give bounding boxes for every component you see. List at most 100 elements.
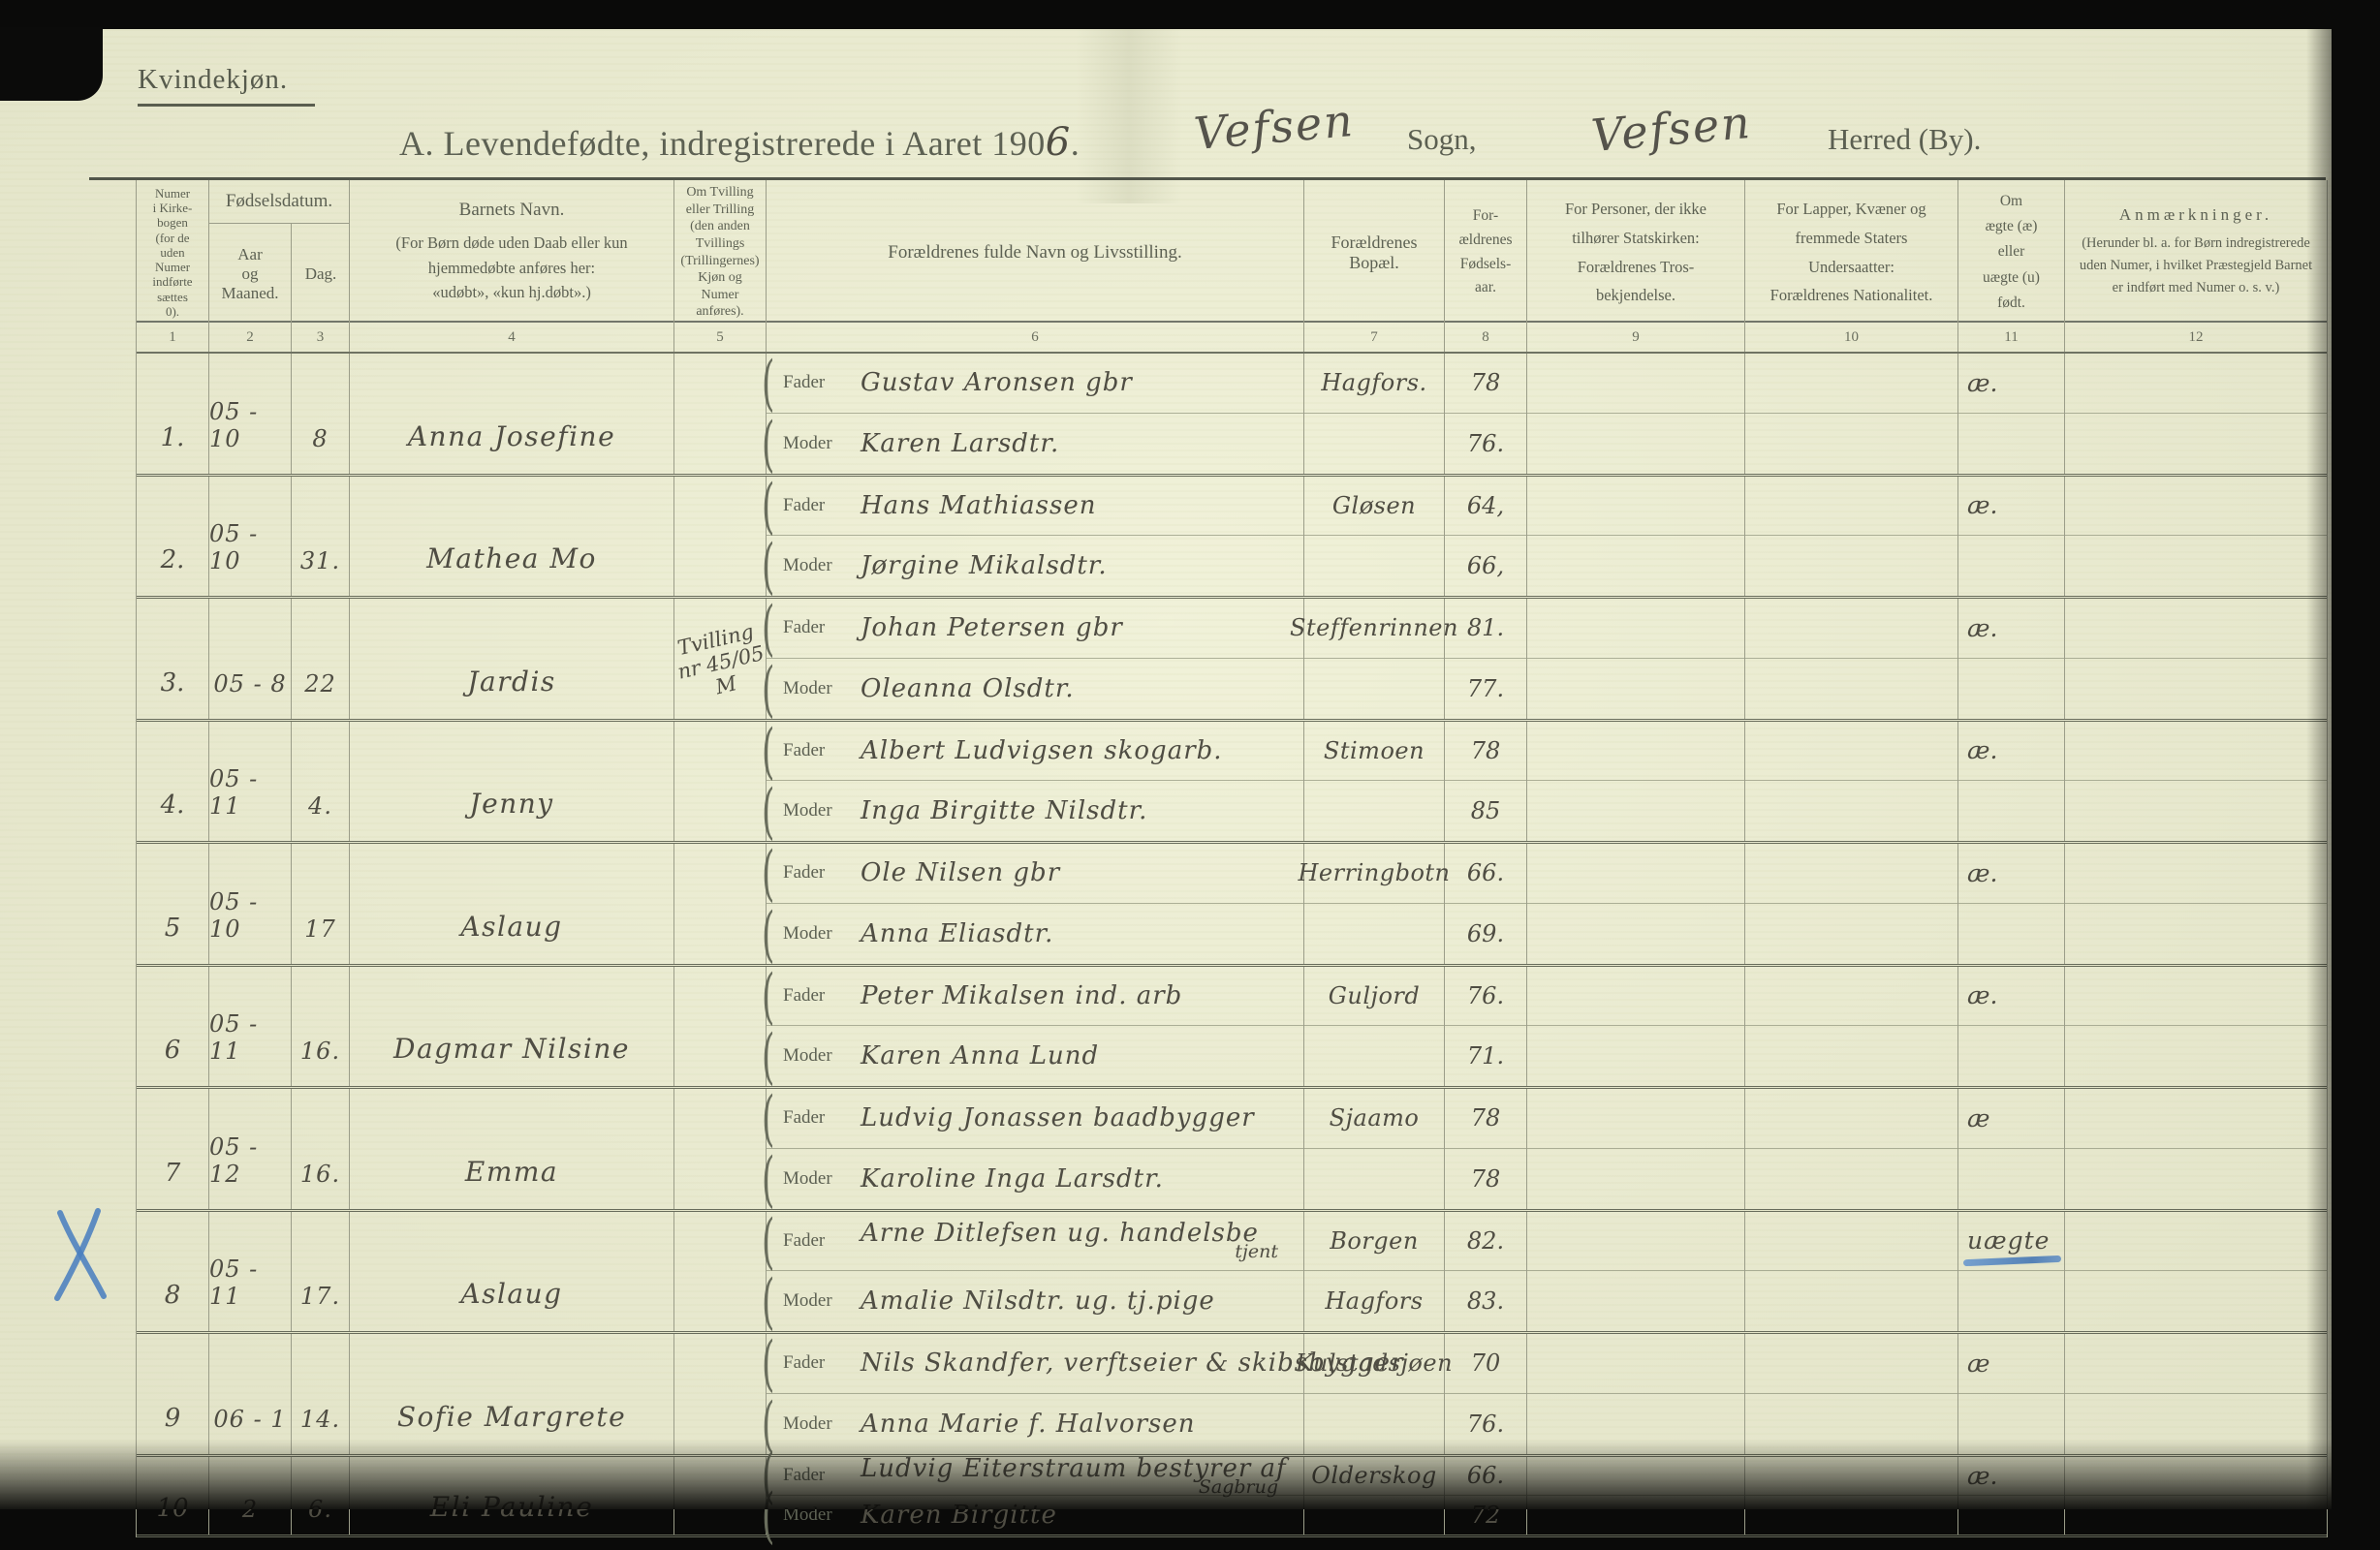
father-residence: Guljord — [1304, 967, 1444, 1027]
father-name: Peter Mikalsen ind. arb — [861, 980, 1183, 1010]
header-child-name-note: (For Børn døde uden Daab eller kun hjemm… — [395, 233, 628, 302]
legitimacy-cell: uægte — [1958, 1211, 2065, 1331]
mother-birth-year: 85 — [1470, 797, 1501, 825]
child-name: Anna Josefine — [350, 354, 674, 474]
twin-note-cell — [674, 844, 767, 964]
father-label: Fader — [783, 1229, 826, 1251]
legitimacy-cell: æ — [1958, 1334, 2065, 1454]
table-body: 1. 05 - 10 8 Anna Josefine ( Fader Gusta… — [54, 354, 2327, 1537]
nationality-cell — [1745, 599, 1958, 719]
page-title: A. Levendefødte, indregistrerede i Aaret… — [399, 120, 1080, 165]
religion-cell — [1527, 354, 1745, 474]
remarks-cell — [2065, 477, 2327, 597]
nationality-cell — [1745, 844, 1958, 964]
column-number: 12 — [2188, 328, 2204, 345]
header-nationality: For Lapper, Kvæner og fremmede Staters U… — [1745, 180, 1958, 325]
father-label: Fader — [783, 372, 826, 393]
header-number-in-church-book: Numer i Kirke- bogen (for de uden Numer … — [137, 180, 209, 325]
birth-year-month: 05 - 11 — [209, 966, 292, 1086]
father-line: ( Fader Arne Ditlefsen ug. handelsbe tje… — [762, 1212, 1303, 1272]
header-year-month: Aar og Maaned. — [209, 224, 292, 325]
birth-year-month: 05 - 10 — [209, 476, 292, 596]
birth-day: 14. — [292, 1334, 350, 1454]
mother-birth-year: 77. — [1466, 674, 1505, 702]
entry-number: 4. — [137, 721, 209, 841]
birth-day: 16. — [292, 1089, 350, 1209]
entry-number: 5 — [137, 844, 209, 964]
parents-name-cell: ( Fader Gustav Aronsen gbr ( Moder Karen… — [762, 354, 1304, 474]
parents-name-cell: ( Fader Ole Nilsen gbr ( Moder Anna Elia… — [762, 844, 1304, 964]
twin-note-cell — [674, 721, 767, 841]
birth-year-month: 05 - 11 — [209, 1211, 292, 1331]
table-row: 7 05 - 12 16. Emma ( Fader Ludvig Jonass… — [137, 1089, 2327, 1212]
father-residence: Steffenrinnen — [1290, 599, 1457, 659]
district-name-handwritten: Vefsen — [1588, 95, 1754, 163]
father-residence: Herringbotn — [1299, 844, 1450, 904]
entry-number: 8 — [137, 1211, 209, 1331]
birthyear-cell: 70 76. — [1445, 1334, 1527, 1454]
header-child-name: Barnets Navn. (For Børn døde uden Daab e… — [350, 180, 674, 325]
child-name: Aslaug — [350, 1211, 674, 1331]
column-number: 2 — [209, 323, 292, 352]
header-remarks: Anmærkninger. (Herunder bl. a. for Børn … — [2065, 180, 2327, 325]
mother-residence — [1304, 781, 1444, 841]
header-twin-triplet: Om Tvilling eller Trilling (den anden Tv… — [674, 180, 767, 325]
twin-note-cell: Tvilling nr 45/05 M — [674, 599, 767, 719]
father-name: Arne Ditlefsen ug. handelsbe — [861, 1219, 1259, 1249]
religion-cell — [1527, 1089, 1745, 1209]
parents-name-cell: ( Fader Albert Ludvigsen skogarb. ( Mode… — [762, 721, 1304, 841]
header-religion: For Personer, der ikke tilhører Statskir… — [1527, 180, 1745, 325]
father-line: ( Fader Hans Mathiassen — [762, 477, 1303, 537]
mother-birth-year: 76. — [1466, 429, 1505, 457]
birth-year-month: 05 - 8 — [209, 599, 292, 719]
father-residence: Stimoen — [1304, 722, 1444, 782]
birthyear-cell: 78 78 — [1445, 1089, 1527, 1209]
nationality-cell — [1745, 966, 1958, 1086]
parents-name-cell: ( Fader Ludvig Jonassen baadbygger ( Mod… — [762, 1089, 1304, 1209]
father-birth-year: 78 — [1445, 354, 1526, 414]
entry-number: 1. — [137, 354, 209, 474]
birthyear-cell: 66. 69. — [1445, 844, 1527, 964]
father-label: Fader — [783, 494, 826, 515]
remarks-cell — [2065, 722, 2327, 842]
child-name: Sofie Margrete — [350, 1334, 674, 1454]
nationality-cell — [1745, 1211, 1958, 1331]
residence-cell: Sjaamo — [1304, 1089, 1445, 1209]
column-number: 1 — [137, 323, 209, 352]
mother-birth-year: 76. — [1466, 1410, 1505, 1438]
entry-number: 6 — [137, 966, 209, 1086]
birth-year-month: 06 - 1 — [209, 1334, 292, 1454]
residence-cell: Borgen Hagfors — [1304, 1211, 1445, 1331]
father-birth-year: 78 — [1445, 1089, 1526, 1149]
father-birth-year: 82. — [1445, 1212, 1526, 1272]
legitimacy-mark: æ. — [1967, 981, 1998, 1010]
mother-line: ( Moder Anna Marie f. Halvorsen — [762, 1394, 1303, 1454]
residence-cell: Herringbotn — [1299, 844, 1450, 964]
mother-name: Jørgine Mikalsdtr. — [861, 551, 1108, 581]
birth-year-month: 05 - 12 — [209, 1089, 292, 1209]
father-birth-year: 78 — [1445, 722, 1526, 782]
entry-number: 2. — [137, 476, 209, 596]
mother-residence — [1304, 536, 1444, 596]
birth-day: 8 — [292, 354, 350, 474]
religion-cell — [1527, 599, 1745, 719]
parents-name-cell: ( Fader Johan Petersen gbr ( Moder Olean… — [762, 599, 1304, 719]
header-parents-birthyear: For- ældrenes Fødsels- aar. — [1445, 180, 1527, 325]
birth-year-month: 05 - 10 — [209, 844, 292, 964]
legitimacy-mark: æ. — [1967, 368, 1998, 397]
father-name: Nils Skandfer, verftseier & skibsbygger — [861, 1348, 1404, 1379]
residence-cell: Hagfors. — [1304, 354, 1445, 474]
legitimacy-cell: æ. — [1958, 844, 2065, 964]
mother-label: Moder — [783, 1045, 832, 1067]
father-name: Johan Petersen gbr — [861, 613, 1123, 643]
father-name: Albert Ludvigsen skogarb. — [861, 735, 1223, 765]
nationality-cell — [1745, 721, 1958, 841]
mother-line: ( Moder Anna Eliasdtr. — [762, 904, 1303, 964]
table-row: 9 06 - 1 14. Sofie Margrete ( Fader Nils… — [137, 1334, 2327, 1457]
ledger-page: Kvindekjøn. A. Levendefødte, indregistre… — [0, 27, 2332, 1537]
legitimacy-cell: æ. — [1958, 599, 2065, 719]
birth-day: 17 — [292, 844, 350, 964]
mother-name: Inga Birgitte Nilsdtr. — [861, 796, 1148, 826]
religion-cell — [1527, 721, 1745, 841]
column-number: 11 — [1958, 323, 2065, 352]
